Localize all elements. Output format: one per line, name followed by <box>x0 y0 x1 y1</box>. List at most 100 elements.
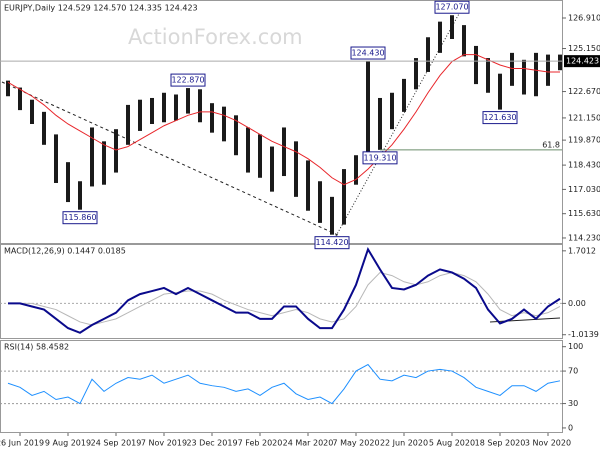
y-tick-label: 119.870 <box>568 136 600 145</box>
y-tick-label: 121.150 <box>568 113 600 122</box>
price-bar <box>282 127 286 177</box>
price-bar <box>210 103 214 133</box>
x-tick-label: 24 Sep 2019 <box>91 439 142 448</box>
y-tick-label: 117.030 <box>568 185 600 194</box>
price-bar <box>318 181 322 223</box>
x-tick-label: 7 Nov 2019 <box>141 439 187 448</box>
price-bar <box>510 52 514 86</box>
rsi-title: RSI(14) 58.4582 <box>4 343 69 352</box>
price-bar <box>330 196 334 235</box>
x-tick-label: 23 Dec 2019 <box>186 439 237 448</box>
macd-panel <box>0 244 563 339</box>
price-bar <box>558 54 562 71</box>
last-price-box <box>564 55 600 68</box>
x-tick-label: 7 May 2020 <box>332 439 379 448</box>
price-bar <box>150 97 154 124</box>
price-panel <box>0 0 563 244</box>
price-bar <box>30 99 34 124</box>
macd-title: MACD(12,26,9) 0.1447 0.0185 <box>4 247 126 256</box>
rsi-panel <box>0 340 563 433</box>
price-bar <box>450 15 454 39</box>
price-bar <box>414 58 418 90</box>
price-bar <box>246 127 250 173</box>
price-bar <box>402 78 406 112</box>
last-price-label: 124.423 <box>566 57 599 66</box>
rsi-line <box>7 363 561 405</box>
price-annotation: 114.420 <box>315 238 348 247</box>
y-tick-label: 70 <box>568 367 578 376</box>
price-bar <box>42 111 46 145</box>
price-annotation: 122.870 <box>171 76 204 85</box>
fib-label: 61.8 <box>542 140 560 149</box>
y-tick-label: 122.670 <box>568 87 600 96</box>
label-box <box>350 46 386 60</box>
price-bar <box>426 37 430 72</box>
price-bar <box>186 88 190 114</box>
price-bar <box>114 129 118 173</box>
price-bar <box>6 80 10 97</box>
price-annotation: 121.630 <box>483 113 516 122</box>
price-bar <box>498 73 502 110</box>
watermark: ActionForex.com <box>128 25 303 49</box>
price-bar <box>90 127 94 187</box>
price-bar <box>486 58 490 93</box>
price-bar <box>366 61 370 164</box>
label-box <box>62 211 98 225</box>
label-box <box>170 73 206 87</box>
price-annotation: 124.430 <box>351 49 384 58</box>
price-bar <box>258 134 262 178</box>
macd-line <box>8 246 561 334</box>
x-tick-label: 3 Nov 2020 <box>525 439 571 448</box>
moving-average <box>7 54 560 186</box>
x-tick-label: 22 Jun 2020 <box>380 439 428 448</box>
price-annotation: 119.310 <box>363 153 396 162</box>
price-title: EURJPY,Daily 124.529 124.570 124.335 124… <box>4 4 198 13</box>
label-box <box>314 236 350 250</box>
y-tick-label: 1.7012 <box>568 246 596 255</box>
price-bar <box>18 87 22 111</box>
x-tick-label: 7 Feb 2020 <box>238 439 283 448</box>
price-bar <box>270 146 274 192</box>
signal-line <box>8 271 561 326</box>
price-bar <box>174 94 178 121</box>
price-bar <box>162 92 166 123</box>
price-bar <box>126 104 130 145</box>
price-bar <box>522 59 526 95</box>
price-bar <box>294 141 298 197</box>
y-tick-label: 100 <box>568 342 583 351</box>
y-tick-label: 0.00 <box>568 299 586 308</box>
price-bar <box>474 45 478 85</box>
trend-line <box>1 81 341 237</box>
price-bar <box>534 52 538 97</box>
price-bar <box>438 21 442 53</box>
divergence-line <box>489 317 561 323</box>
price-bar <box>354 155 358 185</box>
price-bar <box>102 141 106 185</box>
price-bar <box>66 162 70 203</box>
price-bar <box>546 54 550 86</box>
x-tick-label: 18 Sep 2020 <box>475 439 526 448</box>
label-box <box>434 0 470 14</box>
y-tick-label: 0 <box>568 423 573 432</box>
y-tick-label: 118.430 <box>568 161 600 170</box>
y-tick-label: 114.230 <box>568 233 600 242</box>
price-bar <box>222 106 226 142</box>
price-bar <box>198 89 202 123</box>
x-tick-label: 5 Aug 2020 <box>429 439 475 448</box>
x-tick-label: 9 Aug 2019 <box>45 439 91 448</box>
price-bar <box>54 134 58 183</box>
label-box <box>482 111 518 125</box>
price-bar <box>138 99 142 131</box>
y-tick-label: 126.910 <box>568 14 600 23</box>
y-tick-label: 115.630 <box>568 209 600 218</box>
price-bar <box>390 92 394 130</box>
price-annotation: 115.860 <box>63 213 96 222</box>
price-bar <box>342 169 346 225</box>
label-box <box>362 151 398 165</box>
x-tick-label: 26 Jun 2019 <box>0 439 44 448</box>
y-tick-label: 30 <box>568 399 578 408</box>
price-bar <box>306 160 310 211</box>
price-bar <box>234 115 238 156</box>
price-bar <box>78 181 82 210</box>
